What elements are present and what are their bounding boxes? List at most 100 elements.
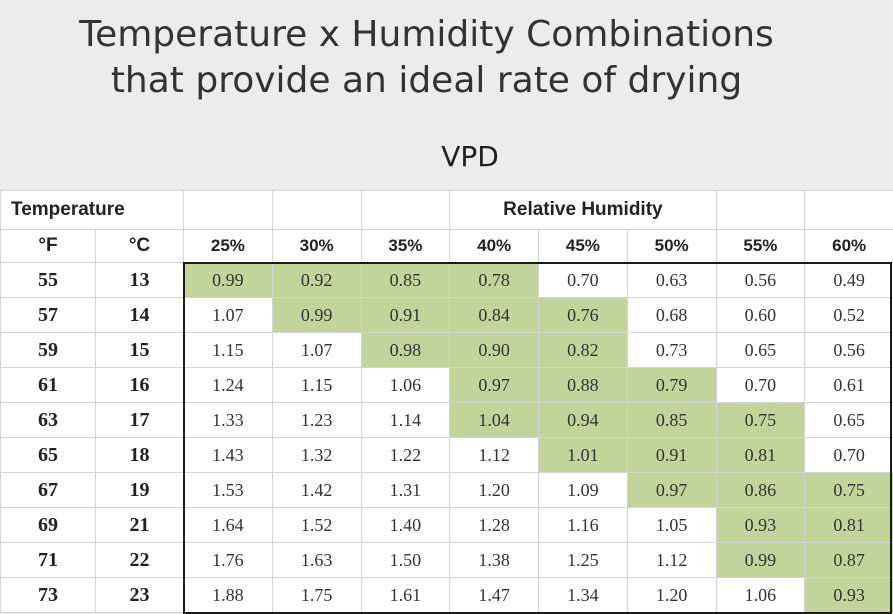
table-row: 73 23 1.88 1.75 1.61 1.47 1.34 1.20 1.06 0.93 (0, 577, 893, 613)
vpd-value-cell: 1.38 (449, 542, 539, 578)
vpd-value-cell: 0.76 (538, 297, 628, 333)
vpd-value-cell: 0.75 (804, 472, 893, 508)
vpd-value-cell: 1.16 (538, 507, 628, 543)
vpd-value-cell: 0.52 (804, 297, 893, 333)
vpd-value-cell: 0.70 (804, 437, 893, 473)
humidity-column-header: 45% (538, 229, 628, 263)
relative-humidity-header: Relative Humidity (449, 190, 717, 230)
humidity-column-header: 60% (804, 229, 893, 263)
vpd-value-cell: 0.70 (715, 367, 806, 403)
celsius-cell: 18 (95, 437, 184, 473)
vpd-value-cell: 0.79 (626, 367, 717, 403)
vpd-value-cell: 1.61 (360, 577, 451, 613)
vpd-value-cell: 0.91 (360, 297, 451, 333)
table-row: 57 14 1.07 0.99 0.91 0.84 0.76 0.68 0.60 0.52 (0, 297, 893, 333)
vpd-value-cell: 0.75 (715, 402, 806, 438)
fahrenheit-cell: 63 (0, 402, 96, 438)
humidity-column-header: 35% (360, 229, 451, 263)
fahrenheit-cell: 65 (0, 437, 96, 473)
vpd-value-cell: 0.65 (804, 402, 893, 438)
table-row: 65 18 1.43 1.32 1.22 1.12 1.01 0.91 0.81 0.70 (0, 437, 893, 473)
fahrenheit-header: °F (0, 229, 96, 263)
vpd-value-cell: 1.20 (626, 577, 717, 613)
vpd-spreadsheet: Temperature Relative Humidity °F °C 25% 3… (0, 190, 893, 613)
vpd-value-cell: 1.20 (449, 472, 539, 508)
vpd-value-cell: 0.88 (538, 367, 628, 403)
table-row: 63 17 1.33 1.23 1.14 1.04 0.94 0.85 0.75 0.65 (0, 402, 893, 438)
vpd-value-cell: 1.14 (360, 402, 451, 438)
vpd-value-cell: 0.93 (804, 577, 893, 613)
fahrenheit-cell: 57 (0, 297, 96, 333)
vpd-value-cell: 1.09 (538, 472, 628, 508)
celsius-cell: 19 (95, 472, 184, 508)
vpd-value-cell: 0.78 (449, 262, 539, 298)
fahrenheit-cell: 59 (0, 332, 96, 368)
fahrenheit-cell: 67 (0, 472, 96, 508)
vpd-value-cell: 0.56 (804, 332, 893, 368)
vpd-value-cell: 1.07 (183, 297, 273, 333)
vpd-value-cell: 0.84 (449, 297, 539, 333)
vpd-value-cell: 0.56 (715, 262, 806, 298)
table-row: 55 13 0.99 0.92 0.85 0.78 0.70 0.63 0.56 0.49 (0, 262, 893, 298)
vpd-value-cell: 0.94 (538, 402, 628, 438)
header-row-2: °F °C 25% 30% 35% 40% 45% 50% 55% 60% (0, 229, 893, 263)
title-line-1: Temperature x Humidity Combinations (79, 14, 774, 55)
vpd-value-cell: 1.06 (715, 577, 806, 613)
vpd-value-cell: 1.23 (271, 402, 362, 438)
empty-header-cell (271, 190, 362, 230)
table-row: 61 16 1.24 1.15 1.06 0.97 0.88 0.79 0.70 0.61 (0, 367, 893, 403)
vpd-value-cell: 0.99 (183, 262, 273, 298)
temperature-header: Temperature (0, 190, 184, 230)
celsius-cell: 21 (95, 507, 184, 543)
header-row-1: Temperature Relative Humidity (0, 190, 893, 230)
vpd-table: Temperature Relative Humidity °F °C 25% 3… (0, 190, 893, 613)
celsius-cell: 23 (95, 577, 184, 613)
humidity-column-header: 55% (715, 229, 806, 263)
vpd-value-cell: 1.53 (183, 472, 273, 508)
fahrenheit-cell: 73 (0, 577, 96, 613)
celsius-cell: 13 (95, 262, 184, 298)
empty-header-cell (360, 190, 451, 230)
vpd-value-cell: 1.75 (271, 577, 362, 613)
vpd-value-cell: 1.15 (183, 332, 273, 368)
vpd-value-cell: 0.92 (271, 262, 362, 298)
empty-header-cell (804, 190, 893, 230)
vpd-value-cell: 0.65 (715, 332, 806, 368)
celsius-cell: 22 (95, 542, 184, 578)
vpd-value-cell: 1.22 (360, 437, 451, 473)
celsius-cell: 17 (95, 402, 184, 438)
vpd-value-cell: 0.90 (449, 332, 539, 368)
vpd-value-cell: 0.91 (626, 437, 717, 473)
vpd-value-cell: 0.93 (715, 507, 806, 543)
table-row: 69 21 1.64 1.52 1.40 1.28 1.16 1.05 0.93 0.81 (0, 507, 893, 543)
humidity-column-header: 30% (271, 229, 362, 263)
vpd-value-cell: 1.01 (538, 437, 628, 473)
fahrenheit-cell: 69 (0, 507, 96, 543)
vpd-value-cell: 1.07 (271, 332, 362, 368)
fahrenheit-cell: 61 (0, 367, 96, 403)
vpd-value-cell: 1.40 (360, 507, 451, 543)
vpd-value-cell: 1.04 (449, 402, 539, 438)
vpd-value-cell: 0.49 (804, 262, 893, 298)
vpd-value-cell: 0.85 (360, 262, 451, 298)
empty-header-cell (183, 190, 273, 230)
vpd-value-cell: 1.05 (626, 507, 717, 543)
celsius-cell: 14 (95, 297, 184, 333)
vpd-value-cell: 1.06 (360, 367, 451, 403)
vpd-value-cell: 0.60 (715, 297, 806, 333)
vpd-value-cell: 0.70 (538, 262, 628, 298)
vpd-value-cell: 0.97 (449, 367, 539, 403)
vpd-value-cell: 1.47 (449, 577, 539, 613)
vpd-value-cell: 0.85 (626, 402, 717, 438)
vpd-value-cell: 1.64 (183, 507, 273, 543)
vpd-value-cell: 0.97 (626, 472, 717, 508)
table-row: 67 19 1.53 1.42 1.31 1.20 1.09 0.97 0.86 0.75 (0, 472, 893, 508)
fahrenheit-cell: 55 (0, 262, 96, 298)
table-row: 59 15 1.15 1.07 0.98 0.90 0.82 0.73 0.65 0.56 (0, 332, 893, 368)
vpd-value-cell: 1.42 (271, 472, 362, 508)
vpd-value-cell: 0.81 (804, 507, 893, 543)
title-line-2: that provide an ideal rate of drying (110, 60, 743, 101)
vpd-value-cell: 1.32 (271, 437, 362, 473)
empty-header-cell (715, 190, 806, 230)
humidity-column-header: 40% (449, 229, 539, 263)
